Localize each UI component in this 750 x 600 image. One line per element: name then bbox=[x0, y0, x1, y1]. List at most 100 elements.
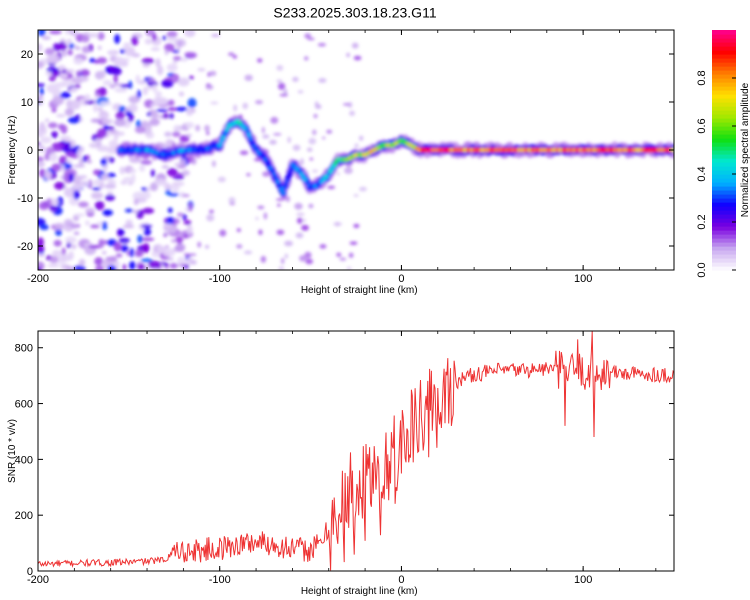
noise-blob bbox=[188, 202, 193, 212]
noise-blob bbox=[181, 169, 190, 176]
noise-blob bbox=[349, 241, 358, 245]
noise-blob bbox=[339, 257, 347, 261]
noise-blob bbox=[187, 98, 197, 108]
noise-blob bbox=[255, 216, 259, 221]
colorbar-segment bbox=[712, 226, 736, 231]
colorbar-tick-label: 0.2 bbox=[696, 214, 708, 229]
snr-x-axis-title: Height of straight line (km) bbox=[301, 586, 418, 597]
noise-blob bbox=[263, 212, 268, 220]
noise-blob bbox=[284, 240, 293, 247]
noise-blob bbox=[97, 107, 103, 112]
noise-blob bbox=[322, 136, 326, 140]
noise-blob bbox=[113, 241, 122, 252]
spectrogram-image bbox=[38, 30, 674, 270]
noise-blob bbox=[92, 187, 101, 191]
noise-blob bbox=[185, 133, 192, 138]
noise-blob bbox=[351, 42, 359, 49]
spectrogram-y-tick-label: 10 bbox=[21, 97, 33, 109]
noise-blob bbox=[186, 109, 193, 116]
noise-blob bbox=[178, 91, 185, 97]
colorbar-segment bbox=[712, 54, 736, 59]
noise-blob bbox=[275, 198, 285, 201]
noise-blob bbox=[276, 65, 284, 71]
noise-blob bbox=[111, 67, 122, 76]
noise-blob bbox=[129, 168, 137, 173]
noise-blob bbox=[115, 111, 125, 121]
noise-blob bbox=[149, 182, 159, 192]
noise-blob bbox=[116, 131, 125, 136]
noise-blob bbox=[38, 266, 42, 270]
noise-blob bbox=[255, 99, 264, 105]
noise-blob bbox=[183, 219, 192, 226]
noise-blob bbox=[38, 141, 41, 146]
spectrogram-x-tick-label: 100 bbox=[574, 273, 592, 285]
spectrogram-y-tick-label: 0 bbox=[27, 145, 33, 157]
noise-blob bbox=[179, 57, 188, 62]
noise-blob bbox=[299, 255, 307, 262]
noise-blob bbox=[197, 241, 202, 248]
colorbar-segment bbox=[712, 70, 736, 75]
noise-blob bbox=[38, 144, 46, 153]
snr-y-tick-label: 600 bbox=[15, 399, 33, 411]
colorbar-segment bbox=[712, 130, 736, 135]
colorbar-segment bbox=[712, 98, 736, 103]
noise-blob bbox=[164, 49, 169, 56]
noise-blob bbox=[175, 46, 181, 51]
noise-blob bbox=[127, 181, 134, 186]
noise-blob bbox=[296, 212, 305, 216]
noise-blob bbox=[185, 52, 198, 59]
noise-blob bbox=[261, 126, 265, 134]
colorbar-segment bbox=[712, 266, 736, 271]
noise-blob bbox=[246, 173, 251, 177]
noise-blob bbox=[150, 103, 158, 107]
noise-blob bbox=[219, 229, 227, 237]
noise-blob bbox=[308, 203, 314, 209]
noise-blob bbox=[286, 195, 290, 203]
noise-blob bbox=[303, 56, 309, 61]
noise-blob bbox=[135, 249, 144, 258]
colorbar-segment bbox=[712, 210, 736, 215]
ridge-core bbox=[246, 132, 252, 137]
noise-blob bbox=[81, 45, 91, 54]
noise-blob bbox=[149, 118, 160, 126]
noise-blob bbox=[276, 79, 283, 83]
noise-blob bbox=[242, 102, 249, 110]
noise-blob bbox=[347, 101, 353, 109]
noise-blob bbox=[108, 156, 115, 163]
snr-plot-area bbox=[38, 331, 674, 571]
noise-blob bbox=[89, 58, 96, 63]
noise-blob bbox=[190, 259, 197, 265]
noise-blob bbox=[72, 164, 86, 168]
noise-blob bbox=[211, 34, 221, 37]
noise-blob bbox=[153, 97, 163, 106]
noise-blob bbox=[115, 253, 123, 258]
noise-blob bbox=[38, 160, 46, 168]
colorbar-segment bbox=[712, 118, 736, 123]
noise-blob bbox=[335, 221, 340, 227]
noise-blob bbox=[103, 163, 108, 173]
noise-blob bbox=[79, 76, 89, 82]
noise-blob bbox=[88, 244, 102, 249]
noise-blob bbox=[172, 181, 185, 187]
noise-blob bbox=[157, 246, 168, 252]
noise-blob bbox=[67, 49, 73, 56]
noise-blob bbox=[147, 78, 156, 82]
noise-blob bbox=[140, 224, 153, 228]
noise-blob bbox=[296, 217, 303, 224]
noise-blob bbox=[178, 40, 182, 47]
noise-blob bbox=[353, 223, 360, 228]
noise-blob bbox=[314, 101, 319, 107]
noise-blob bbox=[169, 262, 178, 269]
colorbar-segment bbox=[712, 134, 736, 139]
noise-blob bbox=[152, 84, 158, 93]
noise-blob bbox=[65, 265, 75, 270]
noise-blob bbox=[99, 70, 106, 79]
noise-blob bbox=[165, 138, 174, 148]
noise-blob bbox=[359, 135, 364, 141]
noise-blob bbox=[96, 141, 102, 147]
colorbar-segment bbox=[712, 230, 736, 235]
colorbar-segment bbox=[712, 242, 736, 247]
noise-blob bbox=[185, 30, 190, 37]
noise-blob bbox=[39, 224, 49, 231]
noise-blob bbox=[175, 243, 186, 252]
